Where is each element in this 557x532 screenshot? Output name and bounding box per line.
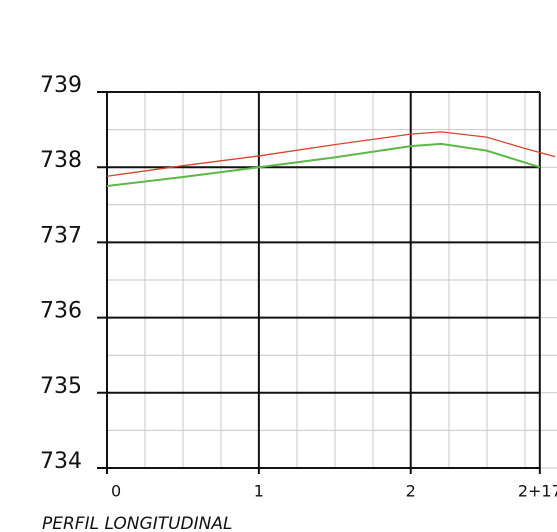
x-tick-label: 0 — [111, 482, 121, 501]
series-line — [106, 131, 556, 177]
x-tick-label: 2 — [406, 482, 416, 501]
minor-grid — [106, 92, 557, 469]
y-tick-label: 735 — [40, 374, 82, 399]
chart-title: PERFIL LONGITUDINAL — [42, 514, 232, 532]
series-line — [106, 142, 541, 187]
x-tick-label: 2+17 — [518, 482, 557, 501]
y-tick-label: 736 — [40, 299, 82, 324]
y-tick-label: 734 — [40, 449, 82, 474]
y-tick-label: 737 — [40, 223, 82, 248]
plot: 734 735 736 737 738 739 0 1 2 2+17 — [40, 73, 557, 501]
y-tick-label: 738 — [40, 148, 82, 173]
x-tick-label: 1 — [254, 482, 264, 501]
y-tick-label: 739 — [40, 73, 82, 98]
